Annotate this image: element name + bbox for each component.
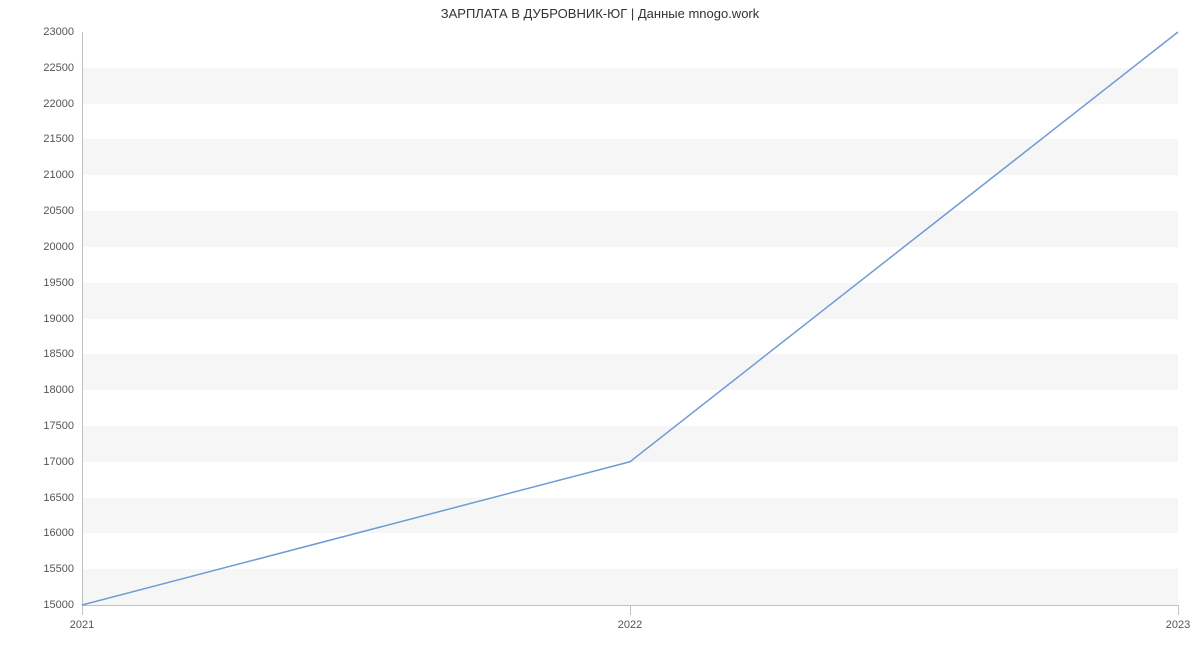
y-tick-label: 18500: [24, 348, 74, 360]
plot-area: 1500015500160001650017000175001800018500…: [82, 32, 1178, 605]
x-tick-label: 2021: [70, 619, 94, 631]
y-tick-label: 18000: [24, 384, 74, 396]
series-line: [82, 32, 1178, 605]
y-tick-label: 17500: [24, 420, 74, 432]
y-tick-label: 19000: [24, 313, 74, 325]
x-tick: [1178, 605, 1179, 615]
y-tick-label: 15500: [24, 563, 74, 575]
chart-title: ЗАРПЛАТА В ДУБРОВНИК-ЮГ | Данные mnogo.w…: [0, 6, 1200, 21]
y-tick-label: 20000: [24, 241, 74, 253]
x-tick-label: 2022: [618, 619, 642, 631]
x-tick-label: 2023: [1166, 619, 1190, 631]
y-tick-label: 21500: [24, 133, 74, 145]
y-tick-label: 22500: [24, 62, 74, 74]
y-tick-label: 22000: [24, 98, 74, 110]
x-tick: [82, 605, 83, 615]
y-tick-label: 21000: [24, 169, 74, 181]
y-tick-label: 16500: [24, 492, 74, 504]
y-tick-label: 20500: [24, 205, 74, 217]
y-tick-label: 19500: [24, 277, 74, 289]
y-tick-label: 23000: [24, 26, 74, 38]
y-tick-label: 16000: [24, 527, 74, 539]
y-tick-label: 17000: [24, 456, 74, 468]
line-chart: ЗАРПЛАТА В ДУБРОВНИК-ЮГ | Данные mnogo.w…: [0, 0, 1200, 650]
x-tick: [630, 605, 631, 615]
y-tick-label: 15000: [24, 599, 74, 611]
series-layer: [82, 32, 1178, 605]
